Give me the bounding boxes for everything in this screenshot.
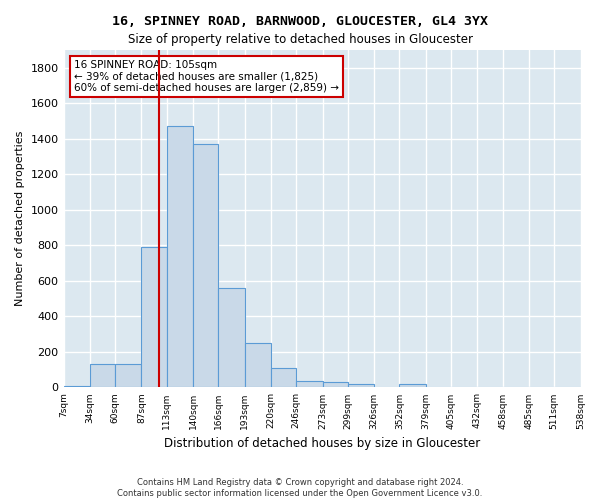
Bar: [193, 144, 218, 388]
Bar: [90, 364, 115, 388]
Text: Size of property relative to detached houses in Gloucester: Size of property relative to detached ho…: [128, 32, 473, 46]
Bar: [142, 247, 167, 388]
Bar: [323, 382, 348, 388]
Text: 16, SPINNEY ROAD, BARNWOOD, GLOUCESTER, GL4 3YX: 16, SPINNEY ROAD, BARNWOOD, GLOUCESTER, …: [112, 15, 488, 28]
Y-axis label: Number of detached properties: Number of detached properties: [15, 131, 25, 306]
Bar: [167, 126, 193, 388]
Bar: [271, 368, 296, 388]
Text: 16 SPINNEY ROAD: 105sqm
← 39% of detached houses are smaller (1,825)
60% of semi: 16 SPINNEY ROAD: 105sqm ← 39% of detache…: [74, 60, 339, 94]
X-axis label: Distribution of detached houses by size in Gloucester: Distribution of detached houses by size …: [164, 437, 480, 450]
Bar: [115, 364, 142, 388]
Text: Contains HM Land Registry data © Crown copyright and database right 2024.
Contai: Contains HM Land Registry data © Crown c…: [118, 478, 482, 498]
Bar: [64, 386, 90, 388]
Bar: [245, 343, 271, 388]
Bar: [400, 384, 426, 388]
Bar: [296, 381, 323, 388]
Bar: [348, 384, 374, 388]
Bar: [218, 288, 245, 388]
